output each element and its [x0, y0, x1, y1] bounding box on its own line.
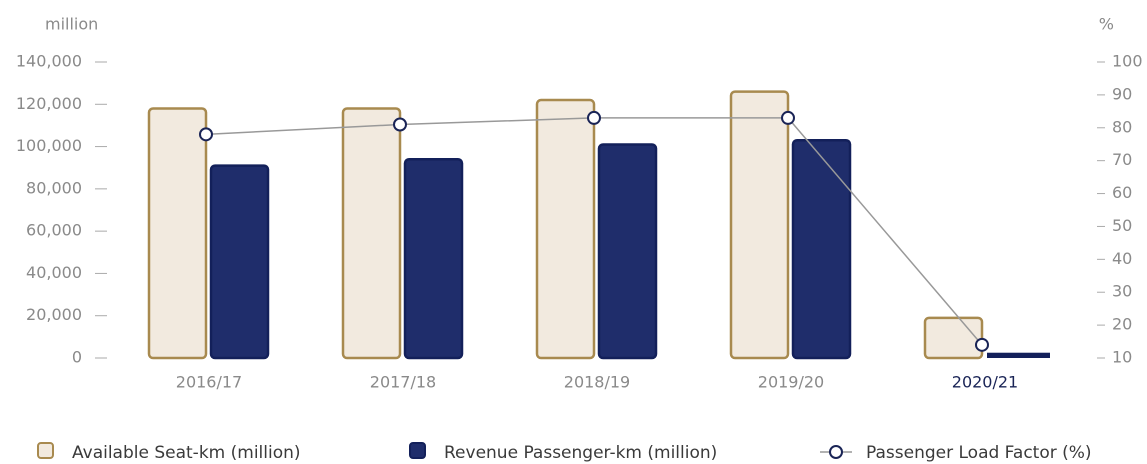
- y-axis-label: million: [45, 15, 98, 34]
- y-tick-label: 0: [72, 348, 82, 367]
- x-tick-label: 2020/21: [952, 373, 1018, 392]
- x-tick-label: 2019/20: [758, 373, 824, 392]
- legend-marker: [829, 445, 843, 459]
- line-marker: [975, 337, 989, 352]
- bar: [923, 316, 984, 360]
- y-tick-label: 100,000: [16, 136, 82, 155]
- line-marker: [781, 110, 795, 125]
- legend-label: Available Seat-km (million): [72, 443, 301, 463]
- line-marker: [199, 127, 213, 142]
- y2-tick-label: 90: [1112, 84, 1132, 103]
- y2-tick-label: 10: [1112, 348, 1132, 367]
- y2-tick-label: 70: [1112, 150, 1132, 169]
- line-marker: [393, 117, 407, 132]
- y2-tick-label: 80: [1112, 117, 1132, 136]
- bar: [729, 90, 790, 360]
- y2-tick-label: 100: [1112, 52, 1143, 71]
- y-tick-label: 140,000: [16, 52, 82, 71]
- legend-label: Passenger Load Factor (%): [866, 443, 1092, 463]
- bar: [597, 143, 658, 360]
- y2-tick-label: 60: [1112, 183, 1132, 202]
- y2-tick-label: 40: [1112, 249, 1132, 268]
- y-tick-label: 80,000: [26, 178, 82, 197]
- y-tick-label: 20,000: [26, 305, 82, 324]
- y2-axis-label: %: [1099, 15, 1114, 34]
- line-marker: [587, 110, 601, 125]
- y-tick-label: 40,000: [26, 263, 82, 282]
- legend-label: Revenue Passenger-km (million): [444, 443, 717, 463]
- y-tick-label: 60,000: [26, 221, 82, 240]
- y2-tick-label: 20: [1112, 315, 1132, 334]
- bar: [987, 352, 1050, 358]
- legend-swatch: [409, 442, 426, 459]
- legend-swatch: [37, 442, 54, 459]
- y2-tick-label: 30: [1112, 282, 1132, 301]
- y-tick-label: 120,000: [16, 94, 82, 113]
- bar: [147, 107, 208, 360]
- x-tick-label: 2018/19: [564, 373, 630, 392]
- bar: [209, 164, 270, 360]
- x-tick-label: 2017/18: [370, 373, 436, 392]
- y2-tick-label: 50: [1112, 216, 1132, 235]
- bar: [341, 107, 402, 360]
- bar: [403, 158, 464, 360]
- x-tick-label: 2016/17: [176, 373, 242, 392]
- bar: [535, 98, 596, 360]
- bar: [791, 138, 852, 360]
